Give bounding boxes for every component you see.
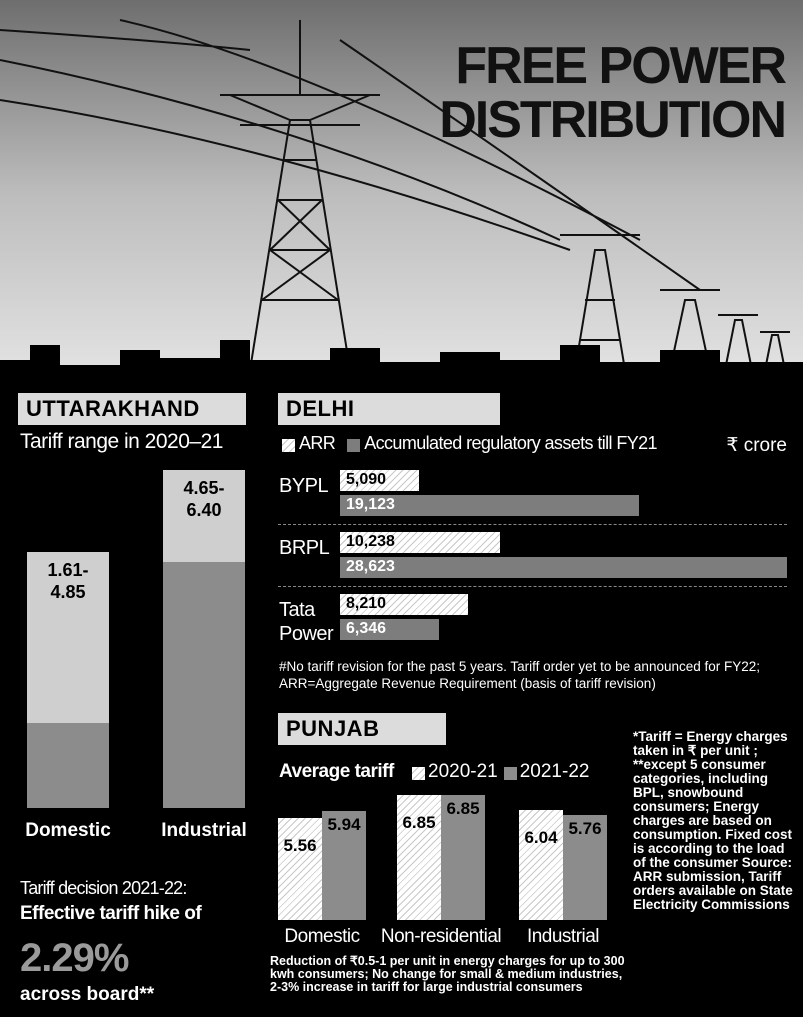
unit-label: ₹ crore: [726, 434, 787, 457]
note-line: Effective tariff hike of: [20, 903, 201, 925]
section-title: DELHI: [278, 393, 500, 425]
title-line: DISTRIBUTION: [439, 92, 785, 148]
highlight-value: 2.29%: [20, 936, 128, 981]
section-title: PUNJAB: [278, 713, 446, 745]
value-label: 6.04: [519, 828, 563, 848]
category-label: BYPL: [279, 474, 335, 498]
value-label: 6,346: [346, 620, 386, 638]
note-line: Tariff decision 2021-22:: [20, 878, 187, 899]
category-label: Domestic: [0, 820, 139, 842]
value-label: 1.61-: [27, 560, 109, 581]
legend-label: 2020-21: [428, 761, 498, 783]
bar: [340, 557, 787, 578]
value-label: 4.85: [27, 582, 109, 603]
page: {"header": {"title_lines": ["FREE POWER"…: [0, 0, 803, 1017]
separator: [278, 524, 787, 525]
value-label: 6.85: [441, 799, 485, 819]
value-label: 4.65-: [163, 478, 245, 499]
section-subtitle: Tariff range in 2020–21: [20, 430, 223, 454]
legend-label: 2021-22: [520, 761, 590, 783]
value-label: 5,090: [346, 471, 386, 489]
value-label: 28,623: [346, 558, 395, 576]
legend-label: ARR: [299, 433, 335, 454]
legend-swatch: [282, 439, 295, 452]
value-label: 6.85: [397, 813, 441, 833]
category-label: BRPL: [279, 536, 335, 560]
section-title: UTTARAKHAND: [18, 393, 246, 425]
value-label: 5.94: [322, 815, 366, 835]
value-label: 8,210: [346, 595, 386, 613]
value-label: 5.76: [563, 819, 607, 839]
infographic: FREE POWER DISTRIBUTION UTTARAKHAND Tari…: [0, 0, 803, 1017]
separator: [278, 586, 787, 587]
bar: [278, 818, 322, 920]
bar: [519, 810, 563, 920]
value-label: 19,123: [346, 496, 395, 514]
value-label: 5.56: [278, 836, 322, 856]
legend-swatch: [347, 439, 360, 452]
range-base: [27, 723, 109, 808]
value-label: 6.40: [163, 500, 245, 521]
footnote: Reduction of ₹0.5-1 per unit in energy c…: [270, 955, 625, 994]
footnote: #No tariff revision for the past 5 years…: [279, 658, 794, 692]
note-line: across board**: [20, 984, 154, 1006]
legend-swatch: [412, 767, 425, 780]
range-base: [163, 562, 245, 808]
legend-label: Accumulated regulatory assets till FY21: [364, 433, 657, 454]
value-label: 10,238: [346, 533, 395, 551]
category-label: Non-residential: [371, 926, 511, 948]
section-subtitle: Average tariff: [279, 761, 394, 783]
category-label: Tata Power: [279, 598, 335, 646]
legend-swatch: [504, 767, 517, 780]
category-label: Industrial: [493, 926, 633, 948]
title-line: FREE POWER: [455, 38, 785, 94]
category-label: Industrial: [133, 820, 275, 842]
side-note: *Tariff = Energy charges taken in ₹ per …: [633, 730, 793, 912]
